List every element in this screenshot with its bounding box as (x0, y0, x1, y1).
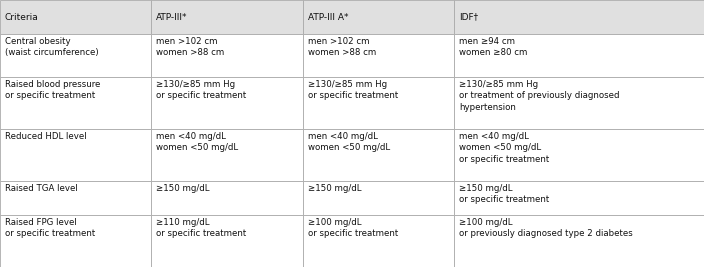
Text: ATP-III*: ATP-III* (156, 13, 188, 22)
Text: men >102 cm
women >88 cm: men >102 cm women >88 cm (308, 37, 376, 57)
Bar (454, 0, 704, 34)
Bar (151, 34, 303, 77)
Bar (454, 77, 704, 129)
Bar (151, 181, 303, 215)
Text: ≥150 mg/dL: ≥150 mg/dL (156, 184, 210, 193)
Text: ≥150 mg/dL
or specific treatment: ≥150 mg/dL or specific treatment (459, 184, 549, 204)
Text: men <40 mg/dL
women <50 mg/dL: men <40 mg/dL women <50 mg/dL (308, 132, 390, 152)
Bar (454, 181, 704, 215)
Text: ≥110 mg/dL
or specific treatment: ≥110 mg/dL or specific treatment (156, 218, 246, 238)
Bar (303, 181, 454, 215)
Bar (151, 129, 303, 181)
Bar (454, 129, 704, 181)
Bar (303, 77, 454, 129)
Text: ≥100 mg/dL
or previously diagnosed type 2 diabetes: ≥100 mg/dL or previously diagnosed type … (459, 218, 633, 238)
Text: men ≥94 cm
women ≥80 cm: men ≥94 cm women ≥80 cm (459, 37, 527, 57)
Bar (0, 181, 151, 215)
Text: men >102 cm
women >88 cm: men >102 cm women >88 cm (156, 37, 225, 57)
Bar (151, 0, 303, 34)
Text: men <40 mg/dL
women <50 mg/dL
or specific treatment: men <40 mg/dL women <50 mg/dL or specifi… (459, 132, 549, 164)
Bar (0, 0, 151, 34)
Bar (303, 215, 454, 267)
Text: ≥130/≥85 mm Hg
or specific treatment: ≥130/≥85 mm Hg or specific treatment (156, 80, 246, 100)
Bar (151, 215, 303, 267)
Text: ATP-III A*: ATP-III A* (308, 13, 348, 22)
Text: Raised TGA level: Raised TGA level (5, 184, 77, 193)
Bar (454, 215, 704, 267)
Text: Raised FPG level
or specific treatment: Raised FPG level or specific treatment (5, 218, 95, 238)
Bar (303, 0, 454, 34)
Bar (303, 34, 454, 77)
Bar (0, 215, 151, 267)
Bar (0, 129, 151, 181)
Text: Raised blood pressure
or specific treatment: Raised blood pressure or specific treatm… (5, 80, 100, 100)
Bar (0, 34, 151, 77)
Text: Criteria: Criteria (5, 13, 39, 22)
Text: ≥150 mg/dL: ≥150 mg/dL (308, 184, 361, 193)
Text: ≥100 mg/dL
or specific treatment: ≥100 mg/dL or specific treatment (308, 218, 398, 238)
Text: men <40 mg/dL
women <50 mg/dL: men <40 mg/dL women <50 mg/dL (156, 132, 239, 152)
Text: Central obesity
(waist circumference): Central obesity (waist circumference) (5, 37, 99, 57)
Text: ≥130/≥85 mm Hg
or specific treatment: ≥130/≥85 mm Hg or specific treatment (308, 80, 398, 100)
Bar (0, 77, 151, 129)
Text: IDF†: IDF† (459, 13, 478, 22)
Bar (303, 129, 454, 181)
Bar (151, 77, 303, 129)
Text: ≥130/≥85 mm Hg
or treatment of previously diagnosed
hypertension: ≥130/≥85 mm Hg or treatment of previousl… (459, 80, 620, 112)
Bar (454, 34, 704, 77)
Text: Reduced HDL level: Reduced HDL level (5, 132, 87, 141)
